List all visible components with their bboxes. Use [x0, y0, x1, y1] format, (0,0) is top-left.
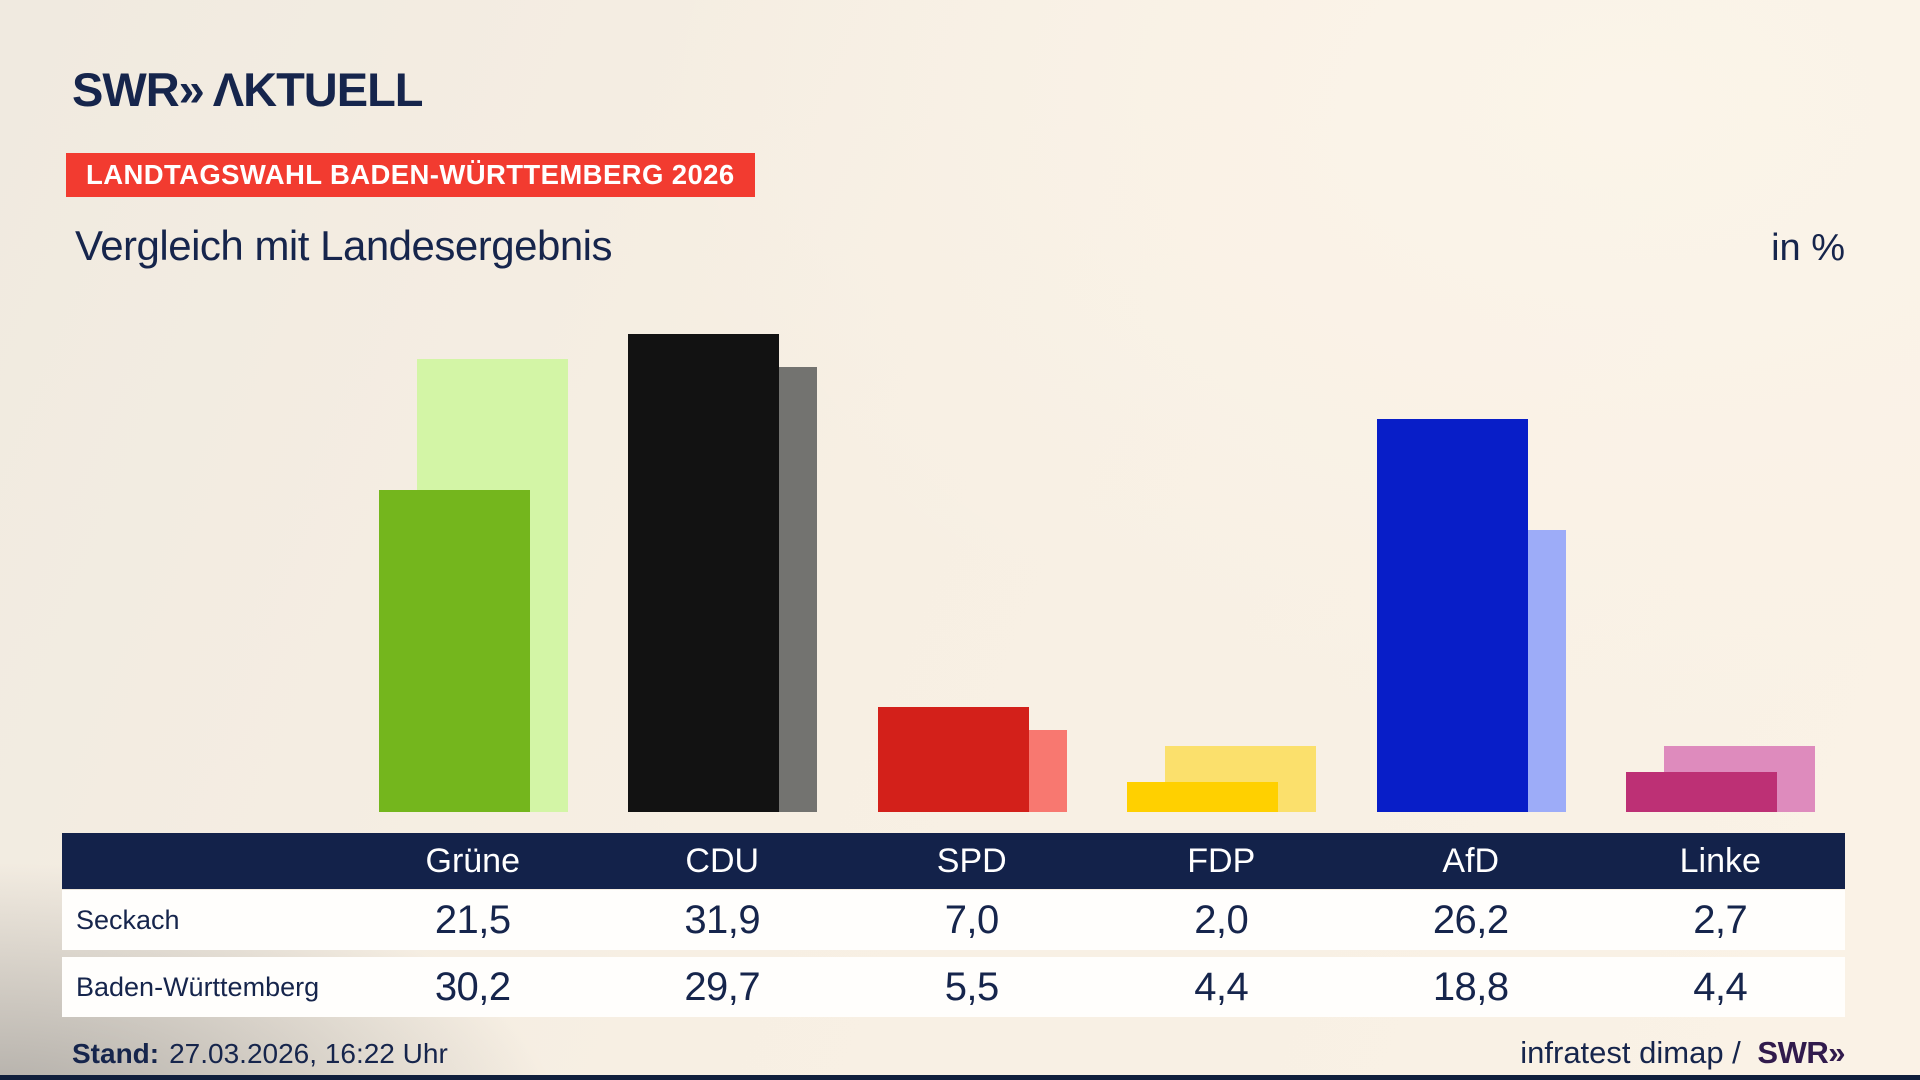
bar-seckach-afd [1376, 419, 1528, 812]
value-cell-grne: 30,2 [434, 964, 511, 1009]
bar-seckach-grne [379, 489, 530, 812]
table-header-cdu: CDU [685, 841, 760, 880]
bar-seckach-fdp [1127, 782, 1279, 812]
table-header-fdp: FDP [1187, 841, 1256, 880]
table-header-spacer [62, 833, 348, 889]
value-cell-afd: 26,2 [1432, 897, 1509, 942]
source-credit: infratest dimap / SWR» [1520, 1035, 1845, 1071]
bar-seckach-spd [877, 707, 1029, 812]
value-cell-grne: 21,5 [434, 897, 511, 942]
value-cell-cdu: 29,7 [684, 964, 761, 1009]
row-label: Baden-Württemberg [76, 971, 320, 1002]
value-cell-linke: 2,7 [1693, 897, 1748, 942]
table-header-row: Grüne CDU SPD FDP AfD Linke [62, 833, 1845, 889]
source-text: infratest dimap / [1520, 1035, 1741, 1070]
title-row: Vergleich mit Landesergebnis in % [75, 222, 1845, 270]
bar-seckach-linke [1626, 771, 1777, 812]
bar-chart [379, 333, 1815, 812]
stand-label: Stand: [72, 1038, 160, 1069]
swr-aktuell-logo: SWR» ΛKTUELL [72, 62, 424, 117]
bar-seckach-cdu [628, 333, 780, 812]
value-cell-afd: 18,8 [1432, 964, 1509, 1009]
page-title: Vergleich mit Landesergebnis [75, 222, 613, 269]
value-cell-spd: 7,0 [944, 897, 1000, 942]
table-header-grne: Grüne [425, 841, 521, 880]
unit-label: in % [1771, 227, 1845, 269]
value-cell-fdp: 4,4 [1194, 964, 1249, 1009]
table-header-afd: AfD [1442, 841, 1500, 880]
election-badge: LANDTAGSWAHL BADEN-WÜRTTEMBERG 2026 [66, 153, 755, 197]
value-cell-spd: 5,5 [944, 964, 1000, 1009]
bottom-accent-bar [0, 1075, 1920, 1080]
table-row-seckach: Seckach 21,5 31,9 7,0 2,0 26,2 2,7 [62, 890, 1845, 950]
value-cell-fdp: 2,0 [1194, 897, 1249, 942]
swr-logo-small: SWR» [1757, 1035, 1845, 1070]
timestamp: Stand: 27.03.2026, 16:22 Uhr [72, 1038, 448, 1070]
swr-wordmark: SWR [72, 63, 180, 116]
aktuell-wordmark: ΛKTUELL [212, 63, 424, 116]
table-row-land: Baden-Württemberg 30,2 29,7 5,5 4,4 18,8 4,4 [62, 957, 1845, 1017]
table-header-linke: Linke [1679, 841, 1761, 880]
value-cell-linke: 4,4 [1693, 964, 1748, 1009]
row-label: Seckach [76, 904, 180, 935]
results-table: Grüne CDU SPD FDP AfD Linke Seckach 21,5 31,9 7,… [62, 833, 1845, 1017]
value-cell-cdu: 31,9 [684, 897, 761, 942]
table-header-spd: SPD [936, 841, 1007, 880]
stand-value: 27.03.2026, 16:22 Uhr [169, 1038, 448, 1069]
